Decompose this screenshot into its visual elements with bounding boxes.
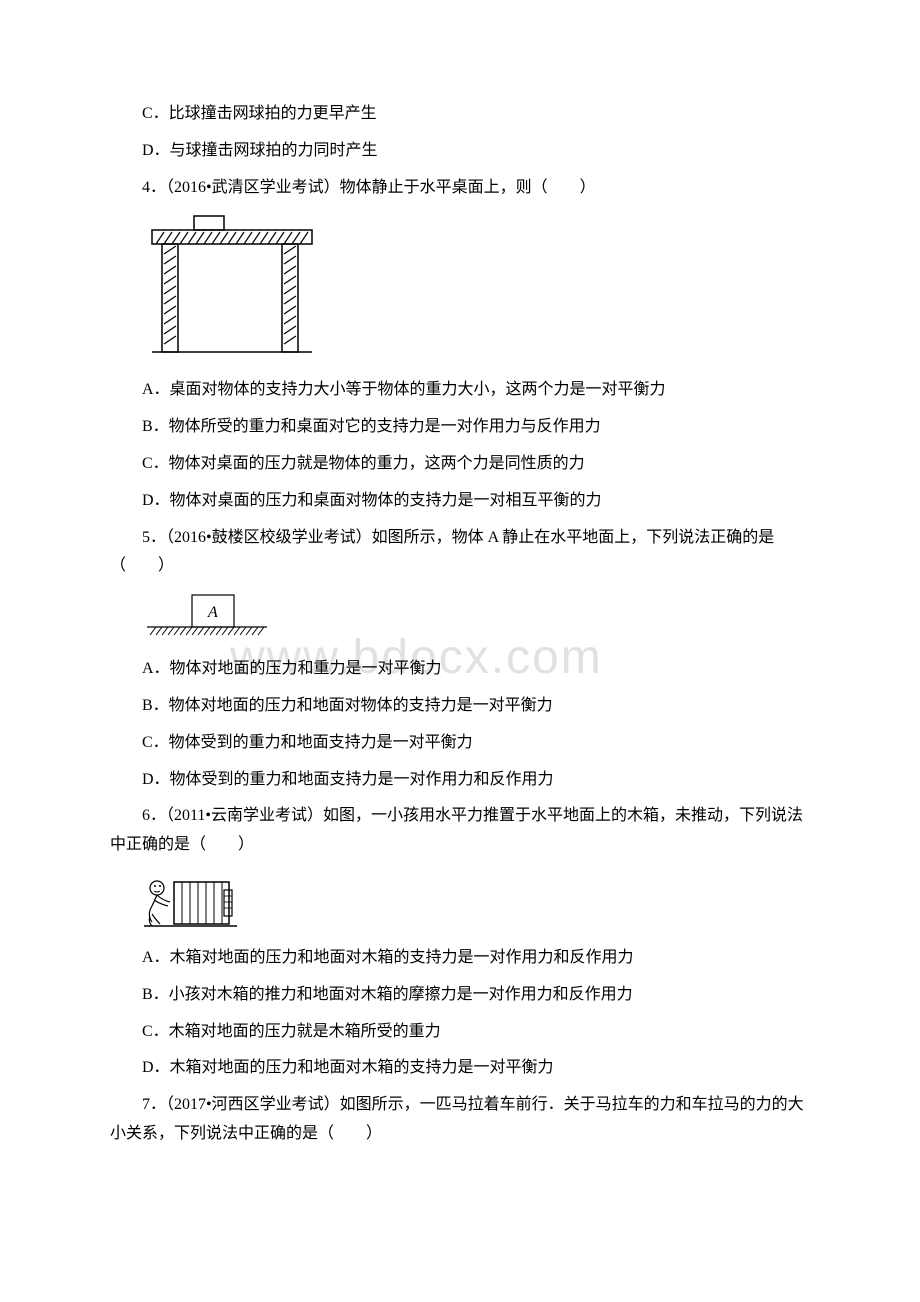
q5-stem: 5．（2016•鼓楼区校级学业考试）如图所示，物体 A 静止在水平地面上，下列说… xyxy=(110,524,810,582)
q6-figure xyxy=(142,872,810,932)
table-object-diagram xyxy=(142,214,322,364)
block-on-ground-diagram: A xyxy=(142,593,272,643)
q5-figure: A xyxy=(142,593,810,643)
q4-figure xyxy=(142,214,810,364)
q4-option-c: C．物体对桌面的压力就是物体的重力，这两个力是同性质的力 xyxy=(110,450,810,479)
q4-option-a: A．桌面对物体的支持力大小等于物体的重力大小，这两个力是一对平衡力 xyxy=(110,376,810,405)
q7-stem: 7．（2017•河西区学业考试）如图所示，一匹马拉着车前行．关于马拉车的力和车拉… xyxy=(110,1091,810,1149)
child-push-box-diagram xyxy=(142,872,242,932)
q3-option-c: C．比球撞击网球拍的力更早产生 xyxy=(110,100,810,129)
q5-option-a: A．物体对地面的压力和重力是一对平衡力 xyxy=(110,655,810,684)
q6-option-d: D．木箱对地面的压力和地面对木箱的支持力是一对平衡力 xyxy=(110,1054,810,1083)
q5-option-d: D．物体受到的重力和地面支持力是一对作用力和反作用力 xyxy=(110,766,810,795)
q6-option-b: B．小孩对木箱的推力和地面对木箱的摩擦力是一对作用力和反作用力 xyxy=(110,981,810,1010)
q6-option-a: A．木箱对地面的压力和地面对木箱的支持力是一对作用力和反作用力 xyxy=(110,944,810,973)
q5-option-b: B．物体对地面的压力和地面对物体的支持力是一对平衡力 xyxy=(110,692,810,721)
block-label: A xyxy=(207,604,218,621)
document-content: C．比球撞击网球拍的力更早产生 D．与球撞击网球拍的力同时产生 4．（2016•… xyxy=(110,100,810,1149)
q4-stem: 4．（2016•武清区学业考试）物体静止于水平桌面上，则（ ） xyxy=(110,174,810,203)
q6-stem: 6．（2011•云南学业考试）如图，一小孩用水平力推置于水平地面上的木箱，未推动… xyxy=(110,802,810,860)
q6-option-c: C．木箱对地面的压力就是木箱所受的重力 xyxy=(110,1018,810,1047)
q5-option-c: C．物体受到的重力和地面支持力是一对平衡力 xyxy=(110,729,810,758)
q4-option-b: B．物体所受的重力和桌面对它的支持力是一对作用力与反作用力 xyxy=(110,413,810,442)
q3-option-d: D．与球撞击网球拍的力同时产生 xyxy=(110,137,810,166)
q4-option-d: D．物体对桌面的压力和桌面对物体的支持力是一对相互平衡的力 xyxy=(110,487,810,516)
